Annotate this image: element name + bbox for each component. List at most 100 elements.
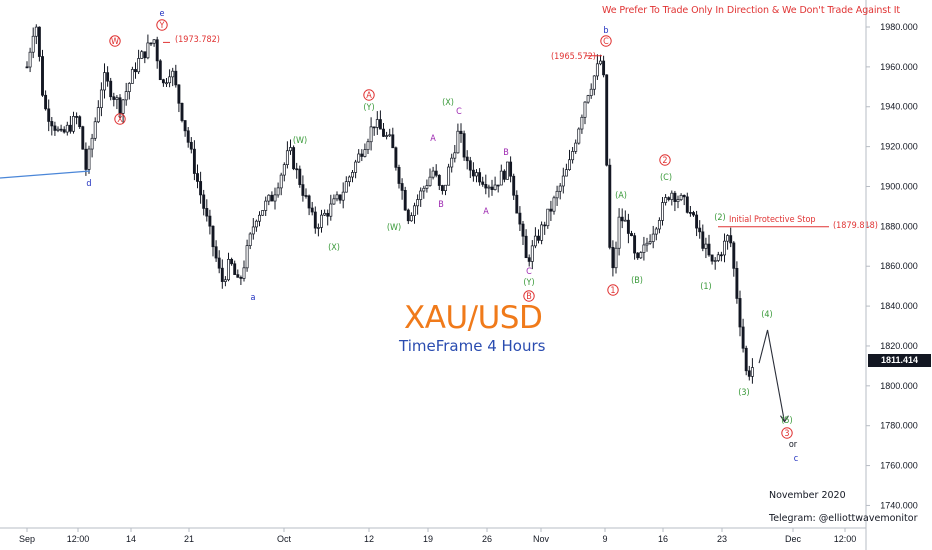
wave-label: C	[603, 37, 609, 47]
wave-label: A	[483, 207, 489, 217]
candle-body	[537, 235, 540, 241]
candle-body	[372, 126, 376, 129]
candle-body	[540, 224, 544, 241]
candle-body	[481, 181, 485, 185]
wave-label: (X)	[328, 243, 340, 253]
candle-body	[543, 224, 547, 227]
wave-label-ring	[109, 35, 121, 47]
candle-body	[661, 202, 664, 221]
candle-body	[28, 51, 32, 68]
candle-body	[599, 60, 602, 65]
candle-body	[335, 194, 339, 200]
candle-body	[568, 159, 571, 170]
chart-overlay	[0, 41, 829, 423]
wave-label: (W)	[387, 223, 401, 233]
candle-body	[626, 219, 630, 234]
candle-body	[25, 66, 29, 69]
candle-body	[134, 69, 137, 73]
candle-body	[406, 209, 410, 222]
candle-body	[639, 252, 643, 259]
y-axis: 1980.000 1960.000 1940.000 1920.000 1900.000…	[865, 0, 918, 550]
candle-body	[738, 298, 742, 328]
candle-body	[716, 254, 720, 261]
candle-body	[279, 174, 283, 189]
candle-body	[741, 326, 745, 349]
wave-label-ring	[114, 113, 126, 125]
candle-body	[239, 276, 243, 279]
candle-body	[592, 75, 596, 90]
candle-body	[701, 231, 705, 249]
y-tick-label: 1920.000	[880, 142, 918, 152]
candle-body	[378, 119, 382, 130]
x-tick-label: 23	[717, 534, 727, 544]
candle-body	[186, 130, 190, 143]
x-tick-label: 21	[184, 534, 194, 544]
candle-body	[233, 263, 237, 275]
wave-label-ring	[659, 154, 671, 166]
candle-body	[692, 212, 695, 216]
wave-label: (2)	[714, 213, 725, 223]
candle-body	[385, 135, 389, 137]
candle-body	[580, 116, 584, 130]
candle-body	[726, 235, 730, 242]
candle-body	[413, 205, 416, 216]
wave-label: d	[86, 179, 91, 189]
candle-body	[316, 227, 320, 229]
price-annotation: (1965.572)	[551, 52, 596, 62]
candle-body	[723, 240, 726, 256]
wave-label: c	[794, 454, 798, 464]
candle-body	[75, 116, 79, 118]
candle-body	[171, 70, 175, 78]
wave-label: e	[160, 9, 165, 19]
chart-subtitle: TimeFrame 4 Hours	[399, 337, 546, 355]
candle-body	[623, 219, 627, 222]
candle-body	[96, 107, 100, 123]
wave-label-ring	[600, 35, 612, 47]
candle-body	[87, 148, 91, 170]
candle-body	[130, 69, 134, 84]
wave-label: or	[789, 440, 798, 450]
wave-label: (B)	[631, 276, 643, 286]
x-tick-label: 19	[423, 534, 433, 544]
candle-body	[168, 76, 172, 84]
candle-body	[103, 72, 106, 91]
candle-body	[735, 267, 739, 299]
candle-body	[487, 186, 491, 189]
y-tick-label: 1940.000	[880, 102, 918, 112]
candle-body	[90, 137, 94, 150]
wave-label: C	[456, 107, 462, 117]
wave-label: (5)	[781, 416, 792, 426]
candle-body	[729, 235, 733, 244]
candle-body	[484, 184, 488, 189]
y-tick-label: 1780.000	[880, 421, 918, 431]
candle-body	[264, 200, 268, 211]
candle-body	[174, 70, 178, 86]
candle-body	[595, 63, 599, 77]
candle-body	[118, 97, 122, 114]
wave-label-ring	[781, 427, 793, 439]
candle-body	[304, 195, 308, 197]
candle-body	[620, 216, 624, 222]
candle-body	[289, 147, 292, 152]
candle-body	[422, 187, 426, 192]
candle-body	[285, 150, 289, 165]
wave-label: b	[603, 26, 608, 36]
candle-body	[347, 176, 351, 183]
candle-body	[645, 242, 649, 246]
candle-body	[636, 252, 640, 259]
candle-body	[744, 347, 748, 372]
candle-body	[444, 184, 447, 192]
candle-body	[282, 164, 286, 176]
wave-label: 1	[610, 286, 615, 296]
candle-body	[453, 152, 457, 159]
x-tick-label: 9	[602, 534, 607, 544]
candle-body	[558, 185, 562, 192]
y-tick-label: 1980.000	[880, 22, 918, 32]
y-tick-label: 1740.000	[880, 500, 918, 510]
price-annotation: (1973.782)	[175, 35, 220, 45]
candle-body	[357, 153, 361, 163]
y-tick-label: 1900.000	[880, 181, 918, 191]
candle-body	[437, 174, 441, 186]
candle-body	[394, 147, 398, 168]
candle-body	[354, 161, 358, 173]
